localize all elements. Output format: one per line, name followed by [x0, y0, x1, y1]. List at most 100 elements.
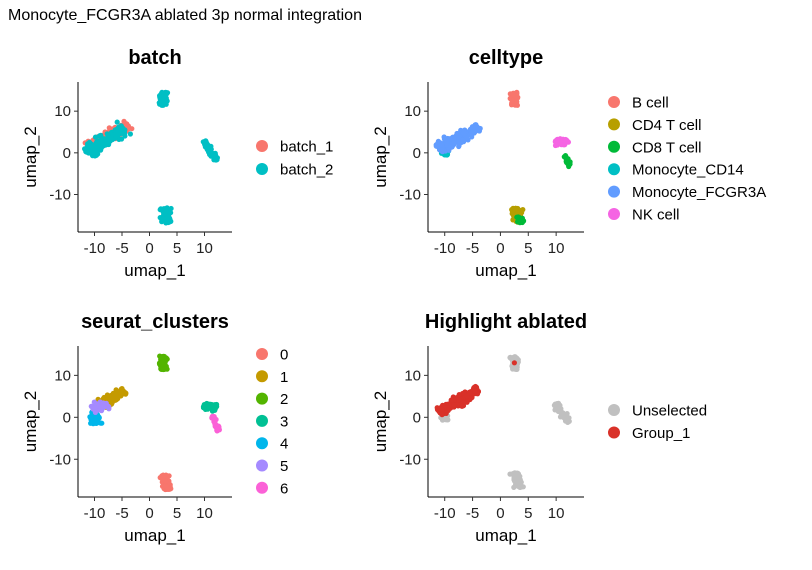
- x-tick-label: -5: [115, 505, 128, 522]
- data-point: [92, 409, 98, 415]
- data-point: [212, 407, 218, 413]
- data-point: [451, 402, 457, 408]
- data-point: [514, 214, 520, 220]
- y-axis-label: umap_2: [371, 391, 390, 452]
- legend-label: Group_1: [632, 425, 690, 442]
- data-point: [514, 95, 521, 101]
- data-point: [439, 406, 445, 412]
- data-point: [513, 205, 519, 212]
- panel-2: seurat_clusters-10 -5 0 5 10-10010umap_1umap…: [21, 311, 288, 545]
- scatter-points: [82, 89, 220, 226]
- data-point: [567, 161, 573, 167]
- data-point: [160, 475, 166, 481]
- legend-swatch: [256, 140, 268, 152]
- x-tick-label: -10: [434, 240, 456, 257]
- y-tick-label: -10: [49, 451, 71, 468]
- legend-label: 5: [280, 458, 288, 475]
- data-point: [163, 478, 169, 484]
- legend-swatch: [608, 404, 620, 416]
- data-point: [203, 141, 210, 147]
- data-point: [110, 393, 116, 399]
- data-point: [215, 426, 221, 432]
- legend: 0 1 2 3 4 5 6: [256, 347, 288, 497]
- data-point: [114, 133, 121, 139]
- x-tick-label: -5: [466, 505, 479, 522]
- x-tick-label: 10: [196, 240, 213, 257]
- scatter-points: [433, 89, 573, 226]
- legend-label: 1: [280, 369, 288, 386]
- data-point: [127, 131, 133, 137]
- data-point: [165, 486, 171, 492]
- data-point: [212, 402, 219, 409]
- legend-label: 6: [280, 480, 288, 497]
- data-point: [160, 359, 166, 365]
- data-point: [463, 135, 469, 141]
- data-point: [507, 471, 513, 477]
- y-tick-label: 0: [63, 409, 71, 426]
- legend-swatch: [256, 481, 268, 494]
- y-tick-label: -10: [399, 187, 421, 204]
- data-point: [468, 395, 474, 401]
- x-tick-label: -5: [466, 240, 479, 257]
- data-point: [460, 137, 466, 143]
- legend-label: CD4 T cell: [632, 117, 701, 134]
- legend-label: NK cell: [632, 207, 680, 224]
- data-point: [104, 392, 110, 398]
- data-point: [94, 139, 100, 145]
- y-tick-label: -10: [49, 187, 71, 204]
- panel-title: Highlight ablated: [425, 311, 587, 333]
- data-point: [438, 142, 445, 148]
- legend-swatch: [256, 348, 268, 360]
- page-title: Monocyte_FCGR3A ablated 3p normal integr…: [8, 7, 362, 24]
- data-point: [509, 356, 515, 362]
- data-point: [554, 404, 560, 410]
- legend-swatch: [256, 459, 268, 472]
- panel-title: seurat_clusters: [81, 311, 229, 333]
- x-tick-label: 5: [524, 240, 532, 257]
- data-point: [509, 99, 515, 105]
- data-point: [211, 414, 217, 420]
- legend: batch_1 batch_2: [256, 139, 333, 179]
- data-point: [433, 143, 439, 149]
- x-tick-label: -10: [434, 505, 456, 522]
- data-point: [443, 152, 449, 158]
- legend-label: batch_2: [280, 162, 333, 179]
- data-point: [158, 206, 164, 212]
- data-point: [563, 414, 569, 420]
- y-tick-label: 10: [54, 367, 71, 384]
- panel-3: Highlight ablated -10 -5 0 5 10 -10 0 10 umap_1 um…: [371, 311, 707, 545]
- y-tick-label: 0: [63, 145, 71, 162]
- data-point: [205, 145, 211, 151]
- data-point: [164, 216, 170, 222]
- legend: B cell CD4 T cell CD8 T cell Monocyte_CD14 M…: [608, 95, 766, 224]
- data-point: [117, 124, 123, 131]
- legend-swatch: [256, 414, 268, 427]
- data-point: [162, 366, 168, 372]
- legend-swatch: [608, 163, 620, 176]
- data-point: [475, 126, 481, 132]
- x-tick-label: 5: [173, 240, 181, 257]
- data-point: [92, 134, 99, 140]
- x-tick-label: -10: [84, 240, 106, 257]
- x-tick-label: 0: [145, 505, 153, 522]
- data-point: [160, 100, 166, 106]
- legend-label: 2: [280, 391, 288, 408]
- panel-1: celltype -10 -5 0 5 10 -10 0 10 umap_1 umap_2 B cel…: [371, 47, 766, 280]
- data-point: [89, 146, 95, 152]
- x-tick-label: 10: [548, 240, 565, 257]
- x-axis-label: umap_1: [124, 261, 185, 280]
- data-point: [98, 404, 104, 410]
- data-point: [86, 139, 93, 145]
- legend-swatch: [608, 426, 620, 439]
- data-point: [88, 420, 94, 426]
- data-point: [435, 138, 441, 144]
- x-tick-label: 10: [196, 505, 213, 522]
- data-point: [159, 354, 165, 360]
- data-point: [100, 142, 106, 148]
- x-axis-label: umap_1: [475, 526, 536, 545]
- legend-swatch: [256, 370, 268, 383]
- legend-label: B cell: [632, 95, 669, 112]
- legend-swatch: [608, 118, 620, 131]
- scatter-points: [87, 353, 222, 493]
